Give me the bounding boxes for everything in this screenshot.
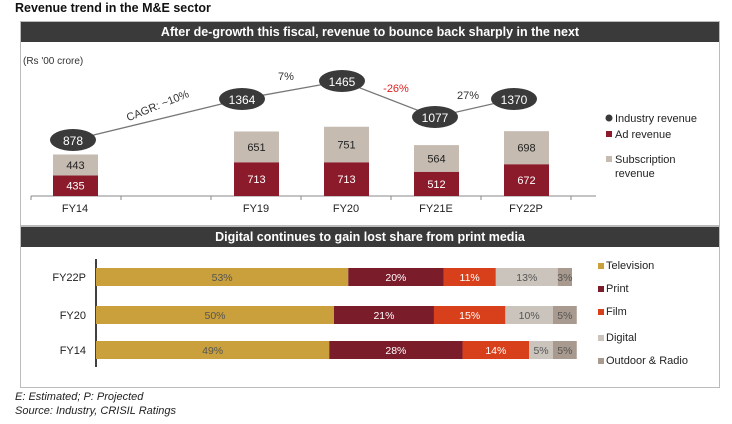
bar-television <box>96 306 334 324</box>
bar-label: 713 <box>337 174 355 186</box>
share-chart-title: Digital continues to gain lost share fro… <box>21 227 719 247</box>
bar-subscription-revenue <box>324 126 369 163</box>
industry-revenue-label: 878 <box>63 134 83 148</box>
figure-title: Revenue trend in the M&E sector <box>15 1 211 15</box>
legend-label: Film <box>606 306 627 318</box>
bar-label: 11% <box>460 272 480 284</box>
bar-label: 20% <box>385 272 406 284</box>
footnote-source: Source: Industry, CRISIL Ratings <box>15 405 176 417</box>
bar-label: 713 <box>247 174 265 186</box>
bar-label: 50% <box>204 310 225 322</box>
x-tick-label: FY21E <box>419 203 453 215</box>
industry-revenue-marker <box>219 88 265 110</box>
bar-film <box>433 306 506 324</box>
bar-label: 651 <box>247 142 265 154</box>
footnote-legend: E: Estimated; P: Projected <box>15 391 144 403</box>
revenue-chart-panel: After de-growth this fiscal, revenue to … <box>20 21 720 226</box>
legend-label: Subscription <box>615 154 676 166</box>
bar-label: 672 <box>517 175 535 187</box>
bar-subscription-revenue <box>53 154 98 176</box>
bar-label: 5% <box>557 345 572 357</box>
bar-label: 21% <box>373 310 394 322</box>
bar-subscription-revenue <box>414 145 459 172</box>
industry-revenue-marker <box>50 129 96 151</box>
legend-marker <box>598 286 604 292</box>
unit-label: (Rs '00 crore) <box>23 56 83 67</box>
bar-label: 49% <box>202 345 223 357</box>
share-chart-panel: Digital continues to gain lost share fro… <box>20 226 720 388</box>
bar-label: 751 <box>337 140 355 152</box>
revenue-chart-title: After de-growth this fiscal, revenue to … <box>21 22 719 42</box>
x-tick-label: FY14 <box>62 203 88 215</box>
industry-revenue-marker <box>319 70 365 92</box>
industry-revenue-label: 1465 <box>329 75 356 89</box>
legend-marker <box>598 309 604 315</box>
bar-label: 10% <box>519 310 540 322</box>
bar-label: 15% <box>459 310 480 322</box>
bar-label: 564 <box>427 153 445 165</box>
x-tick-label: FY22P <box>509 203 543 215</box>
legend-label: Industry revenue <box>615 113 697 125</box>
share-chart: FY22P 53% 20% 11% 13% 3% FY20 50% 21% 15% 10% 5% FY1… <box>52 259 688 367</box>
legend-label: Digital <box>606 332 637 344</box>
legend-label: Outdoor & Radio <box>606 355 688 367</box>
bar-label: 5% <box>557 310 572 322</box>
bar-digital <box>529 341 553 359</box>
x-tick-label: FY19 <box>243 203 269 215</box>
bar-digital <box>505 306 553 324</box>
growth-annotation: 7% <box>278 71 294 83</box>
bar-label: 435 <box>66 181 84 193</box>
bar-outdoor-radio <box>552 341 577 359</box>
legend-marker-industry-revenue <box>605 114 613 122</box>
bar-label: 3% <box>557 272 572 284</box>
bar-label: 443 <box>66 160 84 172</box>
industry-revenue-label: 1370 <box>501 93 528 107</box>
growth-annotation: 27% <box>457 90 479 102</box>
bar-print <box>329 341 463 359</box>
bar-label: 28% <box>385 345 406 357</box>
legend-marker <box>598 358 604 364</box>
y-tick-label: FY20 <box>60 310 86 322</box>
industry-revenue-marker <box>491 88 537 110</box>
bar-subscription-revenue <box>504 131 549 165</box>
bar-label: 698 <box>517 143 535 155</box>
bar-outdoor-radio <box>557 268 572 286</box>
bar-print <box>334 306 434 324</box>
industry-revenue-marker <box>412 106 458 128</box>
bar-outdoor-radio <box>552 306 577 324</box>
bar-ad-revenue <box>53 175 98 196</box>
growth-annotation: -26% <box>383 83 409 95</box>
legend-label: Print <box>606 283 629 295</box>
legend-label: Television <box>606 260 654 272</box>
legend-marker-ad-revenue <box>606 131 612 137</box>
bar-label: 13% <box>516 272 537 284</box>
bar-label: 14% <box>485 345 506 357</box>
bar-subscription-revenue <box>234 131 279 163</box>
bar-print <box>348 268 444 286</box>
y-tick-label: FY14 <box>60 345 86 357</box>
legend-marker <box>598 263 604 269</box>
bar-label: 5% <box>533 345 548 357</box>
industry-revenue-label: 1077 <box>422 111 449 125</box>
bar-ad-revenue <box>504 164 549 196</box>
legend-marker-subscription-revenue <box>606 156 612 162</box>
legend-label: revenue <box>615 168 655 180</box>
bar-film <box>443 268 496 286</box>
bar-digital <box>495 268 558 286</box>
x-tick-label: FY20 <box>333 203 359 215</box>
bar-ad-revenue <box>414 171 459 196</box>
bar-ad-revenue <box>234 162 279 196</box>
bar-television <box>96 341 330 359</box>
revenue-chart: (Rs '00 crore) 435 443 FY14 713 651 FY19 713 751… <box>23 56 697 215</box>
bar-label: 53% <box>212 272 233 284</box>
legend-label: Ad revenue <box>615 129 671 141</box>
industry-revenue-label: 1364 <box>229 93 256 107</box>
y-tick-label: FY22P <box>52 272 86 284</box>
bar-label: 512 <box>427 179 445 191</box>
bar-film <box>462 341 530 359</box>
bar-television <box>96 268 349 286</box>
legend-marker <box>598 335 604 341</box>
bar-ad-revenue <box>324 162 369 196</box>
